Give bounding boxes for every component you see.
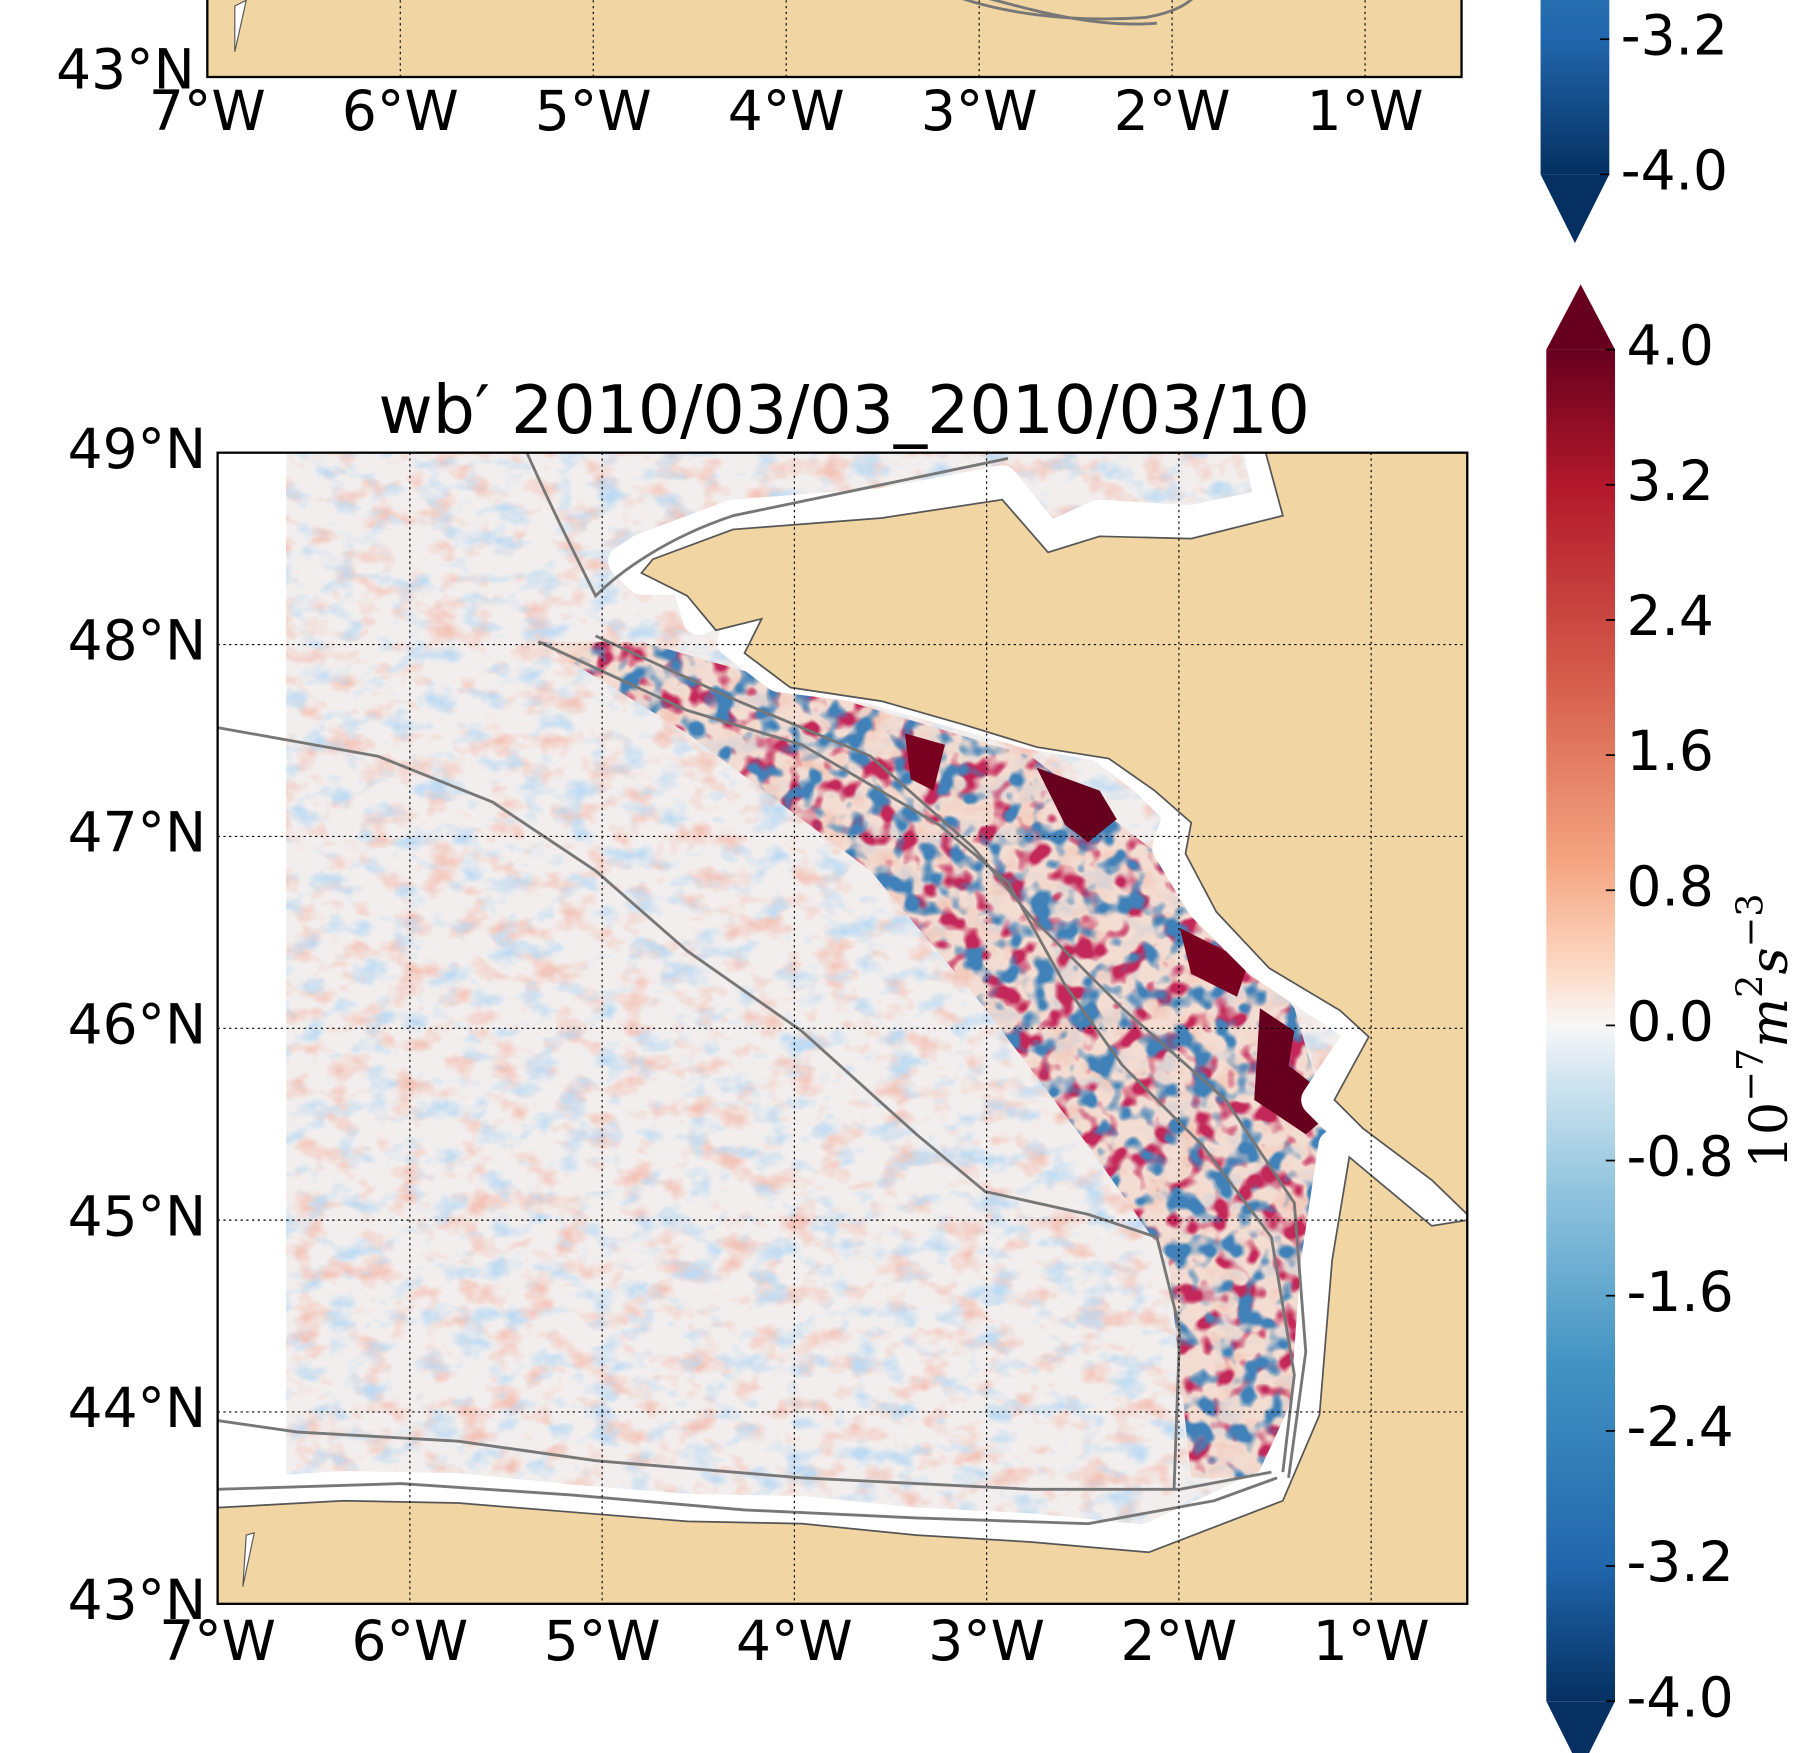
label-part: 10 — [1739, 1102, 1796, 1169]
colorbar-tick-label: -3.2 — [1621, 3, 1728, 67]
y-tick-label: 46°N — [68, 992, 207, 1056]
colorbar-body — [1546, 349, 1616, 1702]
colorbar-tick-label: -4.0 — [1621, 139, 1728, 203]
contour — [217, 1419, 1272, 1491]
colorbar-tick-label: 2.4 — [1626, 584, 1713, 648]
y-tick-label: 43°N — [56, 38, 195, 102]
x-tick-label: 1°W — [1307, 79, 1424, 143]
contour — [217, 726, 1182, 1490]
x-tick-label: 2°W — [1114, 79, 1231, 143]
x-tick-label: 4°W — [736, 1609, 853, 1673]
colorbar-label: 10−7m2s−3 — [1728, 893, 1796, 1168]
y-tick-label: 48°N — [68, 609, 207, 673]
colorbar-tick-label: -0.8 — [1626, 1125, 1733, 1189]
hotspot — [904, 733, 945, 791]
colorbar-tick-label: -2.4 — [1626, 1395, 1733, 1459]
colorbar-extend — [1546, 1701, 1616, 1753]
colorbar-tick-label: -4.0 — [1626, 1665, 1733, 1729]
contour — [537, 640, 1296, 1473]
colorbar-extend — [1546, 284, 1616, 350]
label-part: s — [1739, 947, 1796, 974]
colorbar-tick-label: 0.8 — [1626, 854, 1713, 918]
hotspot — [1179, 928, 1249, 997]
contour — [525, 452, 1009, 599]
y-tick-label: 49°N — [68, 417, 207, 481]
colorbar-tick-label: 0.0 — [1626, 990, 1713, 1054]
top-map — [207, 0, 1462, 78]
x-tick-label: 6°W — [351, 1609, 468, 1673]
x-tick-label: 4°W — [728, 79, 845, 143]
colorbar-tick-label: 1.6 — [1626, 719, 1713, 783]
x-tick-label: 5°W — [535, 79, 652, 143]
label-part: −7 — [1728, 1048, 1771, 1102]
y-tick-label: 44°N — [68, 1376, 207, 1440]
top-colorbar: -3.2 -4.0 — [1540, 0, 1728, 244]
colorbar-extend — [1540, 174, 1610, 244]
x-tick-label: 5°W — [544, 1609, 661, 1673]
main-colorbar: 4.0 3.2 2.4 1.6 0.8 0.0 -0.8 -1.6 -2.4 -3.2 -4.0 — [1546, 284, 1734, 1753]
top-frame — [206, 0, 1463, 79]
land — [207, 0, 1462, 78]
island — [234, 0, 247, 52]
label-part: −3 — [1728, 893, 1771, 947]
x-tick-label: 3°W — [928, 1609, 1045, 1673]
contour — [217, 1476, 1278, 1526]
main-title: wb′ 2010/03/03_2010/03/10 — [378, 371, 1310, 449]
colorbar-tick-label: -3.2 — [1626, 1530, 1733, 1594]
land — [217, 452, 1468, 1604]
y-tick-label: 43°N — [68, 1568, 207, 1632]
colorbar-tick-label: 4.0 — [1626, 314, 1713, 378]
hotspot — [1036, 767, 1117, 843]
colorbar-body — [1540, 0, 1610, 175]
y-tick-label: 45°N — [68, 1184, 207, 1248]
x-tick-label: 2°W — [1120, 1609, 1237, 1673]
island — [242, 1532, 256, 1587]
y-tick-label: 47°N — [68, 801, 207, 865]
label-part: m — [1739, 998, 1796, 1048]
main-frame — [216, 451, 1469, 1605]
x-tick-label: 7°W — [159, 1609, 276, 1673]
top-grid: 7°W 6°W 5°W 4°W 3°W 2°W 1°W 43°N — [56, 0, 1423, 143]
x-tick-label: 1°W — [1313, 1609, 1430, 1673]
x-tick-label: 6°W — [342, 79, 459, 143]
contour — [988, 0, 1157, 26]
colorbar-tick-label: 3.2 — [1626, 449, 1713, 513]
colorbar-tick-label: -1.6 — [1626, 1260, 1733, 1324]
contour — [962, 0, 1194, 21]
contour — [595, 634, 1308, 1479]
x-tick-label: 3°W — [921, 79, 1038, 143]
main-grid: 7°W 6°W 5°W 4°W 3°W 2°W 1°W 49°N 48°N 47°N 46°N 45°… — [68, 417, 1468, 1673]
label-part: 2 — [1728, 974, 1771, 997]
x-tick-label: 7°W — [149, 79, 266, 143]
